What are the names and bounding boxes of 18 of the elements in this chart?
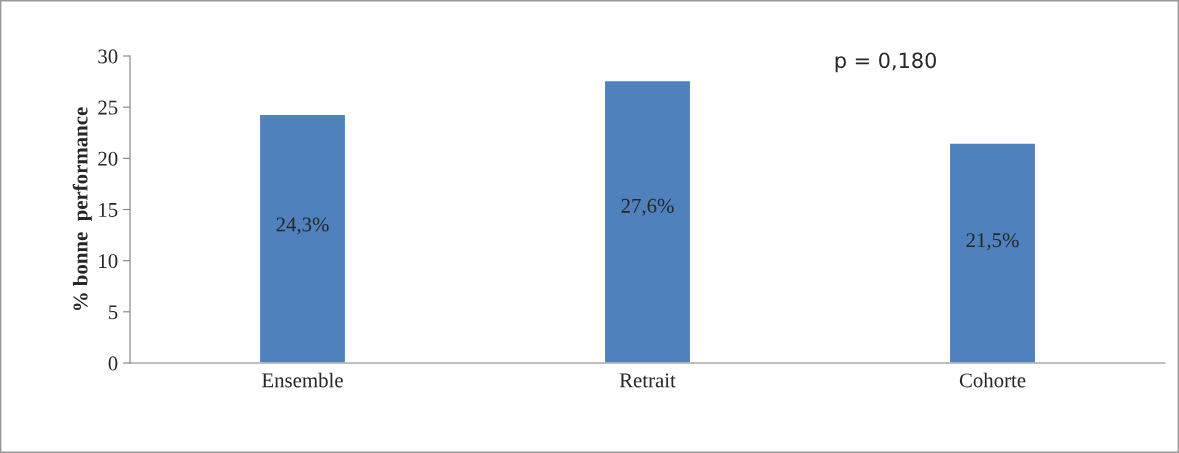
y-tick-label: 20: [98, 151, 118, 166]
y-tick-label: 5: [108, 305, 118, 320]
y-axis-title: % bonne performance: [72, 107, 92, 311]
annotation: p = 0,180: [835, 52, 936, 73]
data-label: 27,6%: [621, 198, 674, 216]
x-tick-label: Retrait: [619, 373, 676, 388]
data-label: 24,3%: [276, 217, 329, 235]
bar: [603, 79, 692, 363]
y-tick-label: 30: [98, 49, 118, 64]
y-tick-label: 25: [98, 100, 118, 115]
bar: [948, 142, 1037, 363]
bar: [258, 113, 347, 363]
data-label: 21,5%: [966, 233, 1019, 251]
y-tick-label: 0: [108, 356, 118, 371]
y-tick-label: 15: [99, 202, 118, 217]
y-tick-label: 10: [99, 254, 118, 269]
x-tick-label: Cohorte: [959, 372, 1026, 388]
x-tick-label: Ensemble: [262, 372, 343, 388]
